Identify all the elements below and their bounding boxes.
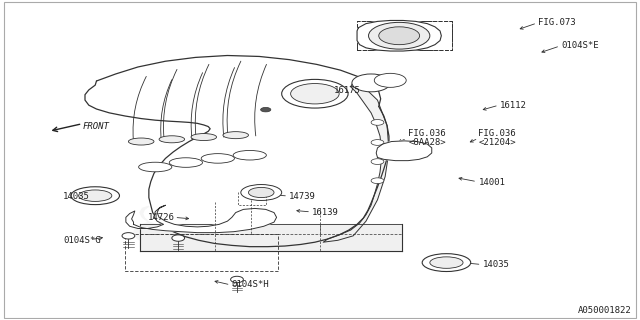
Text: 16112: 16112 xyxy=(500,101,527,110)
Text: 0104S*E: 0104S*E xyxy=(561,41,599,51)
Ellipse shape xyxy=(139,162,172,172)
Ellipse shape xyxy=(129,138,154,145)
Ellipse shape xyxy=(71,187,120,204)
Ellipse shape xyxy=(122,233,135,239)
Polygon shape xyxy=(134,206,402,250)
Ellipse shape xyxy=(241,185,282,200)
Text: FIG.036: FIG.036 xyxy=(408,129,445,138)
FancyBboxPatch shape xyxy=(357,21,452,50)
Text: A050001822: A050001822 xyxy=(578,306,632,315)
Ellipse shape xyxy=(291,84,339,104)
Text: 14035: 14035 xyxy=(483,260,509,269)
Ellipse shape xyxy=(159,136,184,143)
Polygon shape xyxy=(357,20,442,51)
Text: 14001: 14001 xyxy=(478,178,505,187)
Text: FIG.036: FIG.036 xyxy=(478,129,516,138)
Polygon shape xyxy=(140,224,402,251)
Ellipse shape xyxy=(248,188,274,197)
Ellipse shape xyxy=(422,254,470,271)
Text: 16175: 16175 xyxy=(334,86,361,95)
Ellipse shape xyxy=(260,108,271,112)
Ellipse shape xyxy=(374,73,406,87)
Ellipse shape xyxy=(352,74,390,92)
Text: <8AA28>: <8AA28> xyxy=(408,138,445,147)
Text: 14035: 14035 xyxy=(63,192,90,201)
Text: FRONT: FRONT xyxy=(83,122,109,131)
Text: 14739: 14739 xyxy=(289,192,316,201)
Polygon shape xyxy=(323,79,389,242)
Text: 0104S*H: 0104S*H xyxy=(232,280,269,289)
Ellipse shape xyxy=(172,235,184,241)
Text: 14726: 14726 xyxy=(148,213,175,222)
Text: 16139: 16139 xyxy=(312,208,339,217)
Ellipse shape xyxy=(233,150,266,160)
Ellipse shape xyxy=(430,257,463,268)
Ellipse shape xyxy=(371,178,384,184)
Text: 0104S*G: 0104S*G xyxy=(63,236,101,245)
Polygon shape xyxy=(126,205,276,233)
Ellipse shape xyxy=(371,159,384,164)
Ellipse shape xyxy=(371,120,384,125)
Ellipse shape xyxy=(223,132,248,139)
Ellipse shape xyxy=(371,140,384,145)
Text: <21204>: <21204> xyxy=(478,138,516,147)
Ellipse shape xyxy=(379,27,420,45)
Ellipse shape xyxy=(201,154,234,163)
Ellipse shape xyxy=(79,190,112,201)
Text: FIG.073: FIG.073 xyxy=(538,19,576,28)
Ellipse shape xyxy=(170,158,202,167)
Polygon shape xyxy=(376,141,432,161)
Ellipse shape xyxy=(369,22,430,49)
Ellipse shape xyxy=(230,276,243,283)
Polygon shape xyxy=(85,55,389,247)
Ellipse shape xyxy=(191,133,216,140)
Ellipse shape xyxy=(282,79,348,108)
